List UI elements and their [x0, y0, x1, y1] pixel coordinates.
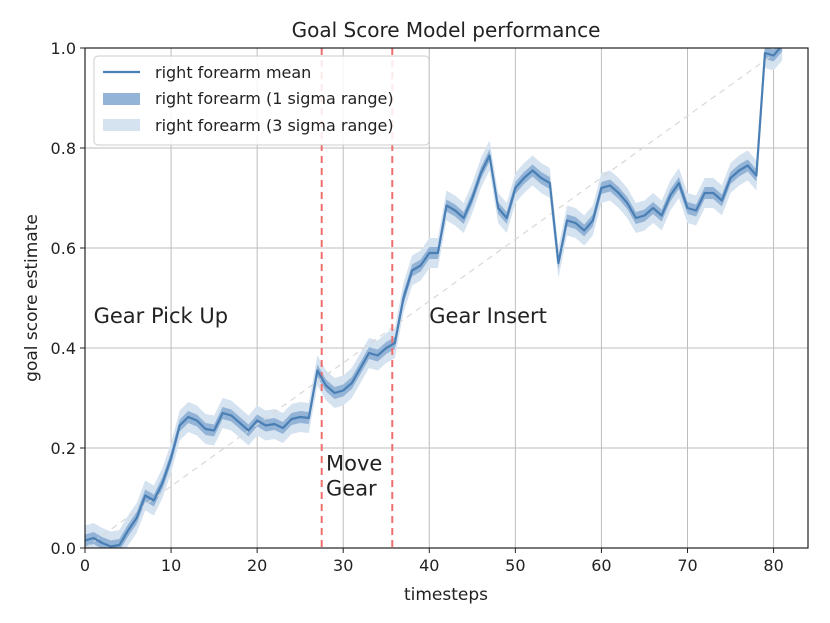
legend-mean-label: right forearm mean	[155, 63, 311, 82]
x-tick-label: 20	[247, 556, 267, 575]
x-axis-label: timesteps	[404, 585, 488, 605]
legend-sigma1-swatch	[103, 93, 140, 105]
x-tick-label: 0	[80, 556, 90, 575]
y-tick-label: 0.0	[51, 539, 76, 558]
phase-annotation: Gear Pick Up	[94, 304, 229, 328]
phase-annotation: Gear Insert	[429, 304, 547, 328]
y-tick-label: 1.0	[51, 39, 76, 58]
legend-box	[93, 55, 430, 146]
phase-annotation: Move	[326, 452, 382, 476]
chart-title: Goal Score Model performance	[292, 18, 601, 42]
x-tick-label: 60	[591, 556, 611, 575]
legend-sigma3-swatch	[103, 119, 140, 131]
x-tick-label: 80	[763, 556, 783, 575]
plot-frame	[84, 47, 809, 549]
y-axis-label: goal score estimate	[22, 214, 42, 382]
y-tick-label: 0.2	[51, 439, 76, 458]
legend: right forearm mean right forearm (1 sigm…	[93, 55, 430, 146]
x-tick-label: 10	[161, 556, 181, 575]
x-tick-label: 50	[505, 556, 525, 575]
legend-sigma3-label: right forearm (3 sigma range)	[155, 116, 394, 135]
grid-lines	[84, 47, 808, 549]
y-tick-label: 0.4	[51, 339, 76, 358]
mean-line	[85, 48, 782, 548]
y-tick-label: 0.8	[51, 139, 76, 158]
x-tick-label: 40	[419, 556, 439, 575]
y-tick-label: 0.6	[51, 239, 76, 258]
x-tick-label: 70	[677, 556, 697, 575]
legend-sigma1-label: right forearm (1 sigma range)	[155, 89, 394, 108]
phase-annotation: Gear	[326, 477, 377, 501]
x-tick-label: 30	[333, 556, 353, 575]
